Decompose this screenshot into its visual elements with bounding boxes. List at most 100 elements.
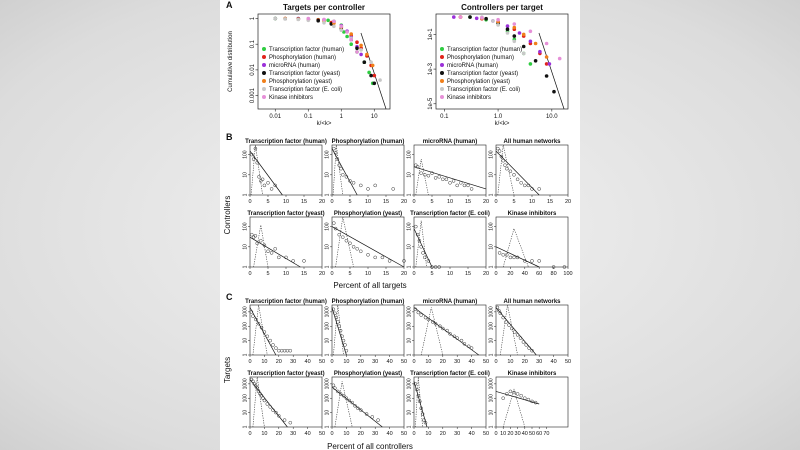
plot-frame (249, 376, 323, 428)
data-point (512, 25, 517, 30)
data-point (444, 177, 449, 182)
x-tick-label: 10 (529, 199, 535, 205)
plot-title: Targets per controller (283, 3, 365, 12)
data-point (448, 181, 452, 185)
x-tick-label: 0 (330, 199, 333, 205)
x-tick-label: 5 (348, 199, 351, 205)
data-point (355, 46, 359, 50)
y-tick-label: 100 (407, 150, 413, 159)
data-point (359, 43, 363, 48)
data-point (533, 400, 538, 405)
data-point (515, 255, 520, 260)
data-point (523, 183, 527, 188)
data-point (370, 63, 375, 68)
data-point (544, 55, 549, 59)
plot-title: microRNA (human) (423, 299, 477, 305)
x-tick-label: 1 (340, 114, 344, 120)
b-xlabel: Percent of all targets (333, 281, 406, 290)
data-point (288, 348, 293, 353)
plot-title: Phosphorylation (human) (332, 139, 405, 145)
plot-title: microRNA (human) (423, 139, 477, 145)
small-plot-B-2: microRNA (human) 0 5 10 15 20 1 10 100 (407, 139, 490, 205)
data-point (452, 15, 456, 19)
data-point (359, 52, 363, 57)
plot-title: Transcription factor (yeast) (247, 371, 324, 377)
data-point (338, 392, 343, 396)
y-tick-label: 10 (325, 410, 331, 416)
data-point (433, 265, 438, 269)
data-point (333, 151, 338, 155)
x-tick-label: 10 (365, 271, 371, 277)
data-point (348, 179, 352, 183)
x-tick-label: 20 (507, 431, 513, 437)
data-point (365, 52, 369, 57)
data-point (326, 18, 330, 23)
data-point (391, 187, 395, 191)
plot-title: Transcription factor (E. coli) (410, 371, 490, 377)
series-6 (458, 15, 562, 61)
data-point (462, 342, 467, 346)
data-point (505, 166, 509, 171)
data-point (496, 146, 500, 151)
data-point (515, 333, 520, 337)
x-tick-label: 0.1 (304, 114, 313, 120)
plot-frame (495, 216, 569, 268)
data-point (260, 177, 265, 182)
fit-line (495, 246, 540, 268)
data-point (533, 41, 538, 46)
y-tick-label: 1000 (407, 378, 413, 389)
plot-title: Transcription factor (human) (245, 139, 327, 145)
data-point (277, 255, 281, 260)
x-tick-label: 0 (412, 431, 415, 437)
y-tick-label: 100 (407, 322, 413, 331)
y-tick-label: 10 (489, 338, 495, 344)
y-tick-label: 100 (325, 150, 331, 159)
data-point (484, 16, 488, 21)
data-point (430, 171, 434, 175)
x-tick-label: 10 (425, 359, 431, 365)
y-tick-label: 1e-1 (428, 28, 434, 41)
data-point (366, 187, 370, 191)
x-tick-label: 40 (551, 359, 557, 365)
data-point (462, 183, 467, 188)
x-tick-label: 20 (440, 359, 446, 365)
data-point (420, 412, 425, 416)
plot-title: Transcription factor (yeast) (247, 211, 324, 217)
data-point (378, 78, 382, 82)
data-point (339, 24, 344, 29)
x-tick-label: 0 (412, 271, 415, 277)
x-tick-label: 0 (248, 271, 251, 277)
data-point (537, 187, 541, 191)
y-tick-label: 1000 (325, 306, 331, 317)
data-point (505, 392, 509, 396)
data-point (497, 308, 501, 313)
data-point (430, 265, 434, 269)
data-point (256, 321, 261, 326)
x-tick-label: 0 (248, 431, 251, 437)
x-tick-label: 40 (522, 431, 528, 437)
data-point (507, 323, 511, 327)
x-tick-label: 40 (522, 271, 528, 277)
data-point (474, 16, 479, 21)
data-point (277, 414, 281, 418)
data-point (370, 415, 375, 419)
data-point (296, 17, 301, 22)
data-point (544, 62, 549, 66)
plot-frame (495, 144, 569, 196)
x-tick-label: 10 (365, 199, 371, 205)
data-point (316, 18, 320, 23)
legend-entry: Transcription factor (human) (269, 47, 344, 53)
data-point (333, 311, 337, 316)
y-tick-label: 1000 (407, 306, 413, 317)
legend-entry: microRNA (human) (447, 63, 498, 69)
dotted-distribution-line (415, 159, 429, 196)
plot-frame (331, 216, 405, 268)
c-xlabel: Percent of all controllers (327, 442, 413, 450)
data-point (337, 163, 341, 167)
plot-title: Kinase inhibitors (508, 371, 557, 377)
data-point (376, 418, 380, 422)
data-point (417, 238, 422, 243)
small-plot-B-5: Phosphorylation (yeast) 0 5 10 15 20 1 10 100 (325, 211, 408, 277)
y-tick-label: 1 (325, 353, 331, 356)
data-point (369, 60, 373, 64)
